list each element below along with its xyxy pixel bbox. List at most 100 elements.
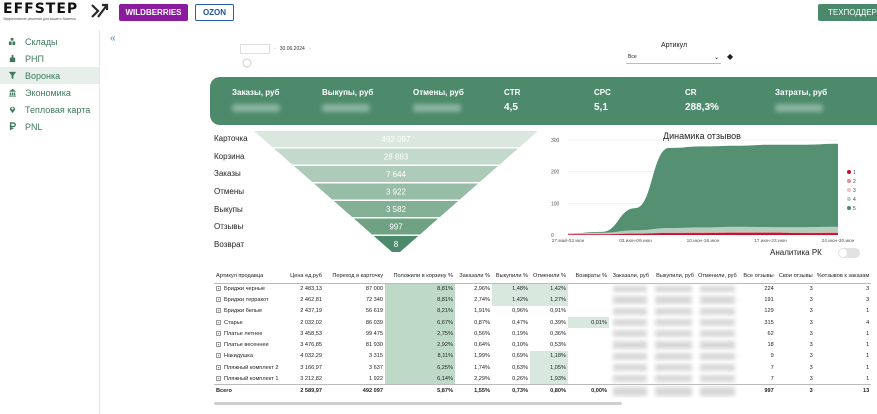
table-row[interactable]: + Пляжный комплект 1 3 212,82 1 922 6,14% 2,2… xyxy=(214,373,871,385)
column-header[interactable]: Заказали % xyxy=(455,270,492,284)
table-cell: 62 xyxy=(767,330,774,337)
sidebar-item-pnl[interactable]: PNL xyxy=(0,118,99,135)
table-cell: 87 000 xyxy=(365,285,383,292)
table-row[interactable]: + Бриджи черные 2 483,13 87 000 8,81% 2,96% 1,… xyxy=(214,283,871,295)
table-row[interactable]: + Бриджи белые 2 437,19 56 619 8,21% 1,91% 0,9… xyxy=(214,305,871,317)
table-cell xyxy=(609,373,651,384)
table-cell: 56 619 xyxy=(365,308,383,315)
table-cell: 129 xyxy=(764,308,774,315)
column-header[interactable]: Все отзывы xyxy=(738,270,776,284)
table-cell: 2 589,97 xyxy=(284,384,324,398)
table-cell: 7 xyxy=(770,364,774,371)
kpi-label: Выкупы, руб xyxy=(322,88,374,97)
support-button[interactable]: ТЕХПОДДЕРЖКА xyxy=(818,4,877,21)
table-cell: 1 xyxy=(866,308,870,315)
expand-icon[interactable]: + xyxy=(216,330,221,336)
sidebar-item-ekonomika[interactable]: Экономика xyxy=(0,84,99,101)
table-cell: 3 476,85 xyxy=(300,342,322,349)
expand-icon[interactable]: + xyxy=(216,375,221,381)
map-pin-icon xyxy=(9,106,16,114)
kpi-cr: CR 288,3% xyxy=(685,88,719,113)
top-bar: EFFSTEP Эффективные решения для вашего б… xyxy=(0,0,877,26)
table-cell: 3 xyxy=(866,296,870,303)
funnel-segment xyxy=(273,148,519,165)
funnel-segment xyxy=(333,201,459,217)
table-cell: 1 xyxy=(866,364,870,371)
article-select[interactable]: Все ⌄ xyxy=(626,54,721,64)
date-from-field[interactable] xyxy=(240,44,270,54)
column-header[interactable]: Цена ед.руб xyxy=(284,270,324,284)
table-cell: 0,36% xyxy=(550,330,566,337)
date-slider-handle[interactable] xyxy=(242,58,252,68)
articles-table: Артикул продавца Цена ед.руб Переход в кар… xyxy=(214,270,872,398)
wildberries-button[interactable]: WILDBERRIES xyxy=(119,4,188,21)
table-row[interactable]: + Старье 2 032,02 86 039 6,67% 0,87% 0,47% 0,39… xyxy=(214,316,871,329)
column-header[interactable]: %отзывов к заказам xyxy=(814,270,872,284)
expand-icon[interactable]: + xyxy=(216,342,221,348)
calendar-icon[interactable]: ▫ xyxy=(308,46,311,52)
chevron-down-icon: ⌄ xyxy=(713,55,719,61)
table-cell xyxy=(568,328,609,339)
sidebar-item-heatmap[interactable]: Тепловая карта xyxy=(0,101,99,118)
column-header[interactable]: Заказали, руб xyxy=(609,270,651,284)
table-row[interactable]: + Бриджи терракот 2 462,81 72 340 8,81% 2,74%… xyxy=(214,294,871,306)
horizontal-scrollbar[interactable] xyxy=(214,402,622,405)
legend-label: 2 xyxy=(853,179,856,185)
table-cell xyxy=(651,351,696,362)
column-header[interactable]: Выкупили % xyxy=(492,270,530,284)
rk-analytics-toggle[interactable] xyxy=(838,248,860,258)
table-total-row[interactable]: Всего 2 589,97 492 097 5,87% 1,55% 0,73% 0,80%… xyxy=(214,384,872,398)
table-row[interactable]: + Платье весеннее 3 476,85 81 930 2,92% 0,64%… xyxy=(214,339,871,351)
date-to-field[interactable]: 30.06.2024 xyxy=(279,46,305,52)
expand-icon[interactable]: + xyxy=(216,285,221,291)
column-header[interactable]: Отменили, руб xyxy=(696,270,739,284)
table-cell: 0,19% xyxy=(512,330,528,337)
column-header[interactable]: Выкупили, руб xyxy=(651,270,696,284)
expand-icon[interactable]: + xyxy=(216,308,221,314)
expand-icon[interactable]: + xyxy=(216,296,221,302)
table-cell: 3 xyxy=(809,319,813,326)
sidebar-item-rnp[interactable]: РНП xyxy=(0,50,99,67)
funnel-value: 8 xyxy=(394,240,399,249)
rk-analytics-label: Аналитика РК xyxy=(770,248,822,257)
y-tick-label: 0 xyxy=(551,233,554,239)
funnel-label: Выкупы xyxy=(214,204,243,214)
kpi-cpc: CPC 5,1 xyxy=(594,88,611,113)
column-header[interactable]: Свои отзывы xyxy=(775,270,815,284)
expand-icon[interactable]: + xyxy=(216,319,221,325)
table-row[interactable]: + Пляжный комплект 2 3 166,97 3 637 6,25% 1,7… xyxy=(214,362,871,374)
expand-icon[interactable]: + xyxy=(216,364,221,370)
expand-icon[interactable]: + xyxy=(216,353,221,359)
sidebar-item-sklady[interactable]: Склады xyxy=(0,33,99,50)
article-value: Все xyxy=(628,54,637,60)
x-tick-label: 03.июн-09.июн xyxy=(619,238,652,244)
article-name: + Пляжный комплект 2 xyxy=(216,364,279,371)
eraser-icon[interactable]: ◆ xyxy=(727,52,734,61)
column-header[interactable]: Переход в карточку xyxy=(324,270,385,284)
sidebar-item-voronka[interactable]: Воронка xyxy=(0,67,99,84)
ozon-button[interactable]: OZON xyxy=(195,4,234,21)
table-cell xyxy=(609,339,651,350)
table-cell: 1,48% xyxy=(492,283,530,295)
column-header[interactable]: Артикул продавца xyxy=(214,270,284,284)
column-header[interactable]: Возвраты % xyxy=(568,270,609,284)
column-header[interactable]: Положили в корзину % xyxy=(385,270,455,284)
collapse-sidebar-icon[interactable]: « xyxy=(110,33,116,44)
table-row[interactable]: + Накидушка 4 032,29 3 315 8,11% 1,99% 0,69% 1,… xyxy=(214,350,871,363)
column-header[interactable]: Отменили % xyxy=(530,270,568,284)
table-cell xyxy=(651,283,696,294)
date-range[interactable]: ▫ 30.06.2024 ▫ xyxy=(240,43,320,55)
table-cell: 2,75% xyxy=(385,328,455,340)
funnel-icon xyxy=(8,71,17,80)
table-cell: 2 462,81 xyxy=(300,296,322,303)
table-cell: 1,27% xyxy=(530,294,568,306)
table-row[interactable]: + Платье летнее 3 458,53 99 475 2,75% 0,56% 0,… xyxy=(214,328,871,340)
table-cell xyxy=(609,384,651,398)
table-cell: 1 xyxy=(866,342,870,349)
calendar-icon[interactable]: ▫ xyxy=(274,46,276,52)
table-header-row: Артикул продавца Цена ед.руб Переход в кар… xyxy=(214,270,872,284)
table-cell: 8,81% xyxy=(385,294,455,306)
table-cell: 2,92% xyxy=(385,339,455,351)
funnel-chart: 492 097 28 883 7 644 3 922 3 582 997 8 xyxy=(254,131,538,252)
table-cell: 1,74% xyxy=(474,364,490,371)
